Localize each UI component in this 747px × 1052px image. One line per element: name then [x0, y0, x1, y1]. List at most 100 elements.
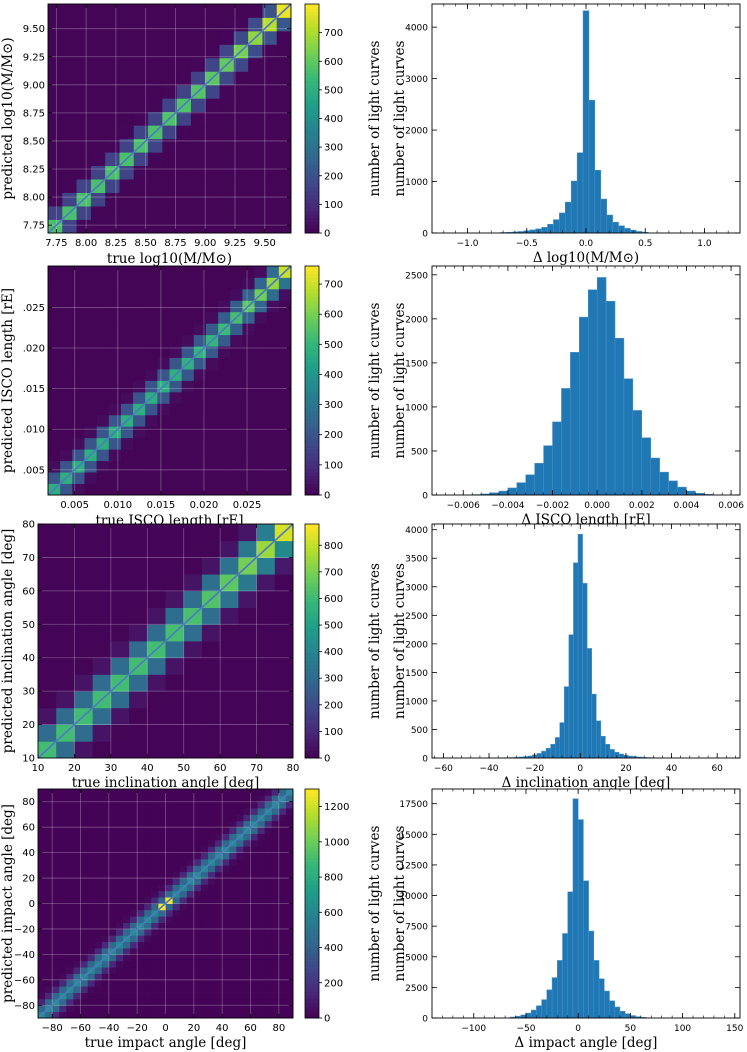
- heatmap-cell: [165, 903, 173, 911]
- x-tick-label: 100: [674, 1024, 691, 1034]
- heatmap-cell: [56, 657, 75, 675]
- heatmap-cell: [256, 624, 276, 642]
- heatmap-cell: [123, 795, 131, 803]
- heatmap-cell: [108, 992, 117, 1000]
- heatmap-cell: [123, 909, 131, 917]
- colorbar-step: [305, 487, 319, 492]
- impact-heatmap: −80 −60 −40 −20 0 20 40 60 80−80−60−40−200204060…: [0, 788, 294, 1051]
- heatmap-cell: [94, 827, 103, 834]
- heatmap-cell: [230, 472, 243, 484]
- heatmap-cell: [271, 954, 280, 962]
- heatmap-cell: [108, 311, 122, 324]
- heatmap-cell: [133, 98, 149, 113]
- heatmap-cell: [48, 460, 61, 473]
- heatmap-cell: [169, 323, 183, 336]
- colorbar-step: [305, 84, 319, 89]
- heatmap-cell: [115, 967, 124, 974]
- heatmap-cell: [230, 437, 243, 450]
- heatmap-cell: [172, 979, 181, 987]
- heatmap-cell: [193, 323, 207, 336]
- colorbar-step: [305, 311, 319, 317]
- heatmap-cell: [52, 986, 60, 993]
- colorbar-step: [305, 42, 319, 47]
- colorbar-step: [305, 660, 319, 665]
- heatmap-cell: [218, 472, 231, 484]
- heatmap-cell: [229, 992, 237, 1000]
- colorbar-step: [305, 563, 319, 568]
- histogram-bar: [559, 722, 565, 759]
- colorbar-step: [305, 103, 319, 108]
- heatmap-cell: [278, 973, 287, 981]
- heatmap-cell: [108, 986, 117, 993]
- heatmap-cell: [157, 323, 170, 336]
- heatmap-cell: [73, 839, 81, 847]
- colorbar-step: [305, 26, 319, 32]
- heatmap-cell: [94, 858, 103, 866]
- heatmap-cell: [144, 973, 152, 981]
- heatmap-cell: [222, 820, 230, 828]
- heatmap-cell: [115, 998, 124, 1006]
- heatmap-cell: [147, 691, 166, 709]
- colorbar-step: [305, 346, 319, 351]
- heatmap-cell: [276, 219, 292, 234]
- heatmap-cell: [72, 357, 85, 370]
- heatmap-cell: [169, 334, 183, 347]
- heatmap-cell: [266, 414, 280, 427]
- colorbar-step: [305, 956, 319, 962]
- heatmap-cell: [242, 391, 255, 404]
- heatmap-cell: [66, 973, 74, 981]
- heatmap-cell: [56, 741, 75, 759]
- y-tick-label: 8.25: [23, 165, 45, 176]
- heatmap-cell: [200, 954, 209, 962]
- heatmap-cell: [190, 57, 206, 72]
- histogram-bar: [686, 490, 696, 496]
- heatmap-cell: [222, 948, 230, 955]
- heatmap-cell: [52, 903, 60, 911]
- heatmap-cell: [205, 30, 220, 45]
- heatmap-cell: [145, 483, 158, 496]
- heatmap-cell: [193, 827, 202, 834]
- colorbar-step: [305, 95, 319, 100]
- heatmap-cell: [151, 903, 159, 911]
- heatmap-cell: [285, 827, 294, 834]
- heatmap-cell: [172, 916, 181, 923]
- heatmap-cell: [66, 833, 74, 841]
- heatmap-cell: [193, 334, 207, 347]
- heatmap-cell: [87, 922, 96, 930]
- heatmap-cell: [38, 909, 46, 917]
- heatmap-cell: [123, 941, 131, 949]
- heatmap-cell: [271, 967, 280, 974]
- heatmap-cell: [186, 852, 195, 860]
- heatmap-cell: [264, 967, 273, 974]
- x-tick-label: 8.50: [135, 238, 157, 249]
- heatmap-cell: [172, 954, 181, 962]
- heatmap-cell: [215, 903, 223, 911]
- heatmap-cell: [130, 833, 138, 841]
- heatmap-cell: [115, 992, 124, 1000]
- heatmap-cell: [201, 557, 221, 575]
- colorbar-step: [305, 319, 319, 324]
- colorbar-step: [305, 850, 319, 855]
- colorbar-step: [305, 711, 319, 716]
- heatmap-cell: [200, 935, 209, 943]
- heatmap-cell: [215, 916, 223, 923]
- heatmap-cell: [105, 125, 120, 140]
- colorbar-step: [305, 543, 319, 548]
- colorbar-step: [305, 703, 319, 708]
- heatmap-cell: [165, 948, 173, 955]
- y-axis-label: predicted inclination angle [deg]: [0, 529, 16, 754]
- heatmap-cell: [229, 960, 237, 968]
- heatmap-cell: [45, 967, 53, 974]
- heatmap-cell: [151, 928, 159, 936]
- colorbar-step: [305, 437, 319, 443]
- heatmap-cell: [74, 607, 94, 625]
- heatmap-cell: [92, 524, 112, 542]
- heatmap-cell: [105, 219, 120, 234]
- heatmap-cell: [123, 884, 131, 892]
- heatmap-cell: [278, 323, 292, 336]
- colorbar-step: [305, 145, 319, 150]
- heatmap-cell: [38, 590, 57, 608]
- heatmap-cell: [186, 865, 195, 873]
- colorbar-step: [305, 57, 319, 62]
- heatmap-cell: [45, 795, 53, 803]
